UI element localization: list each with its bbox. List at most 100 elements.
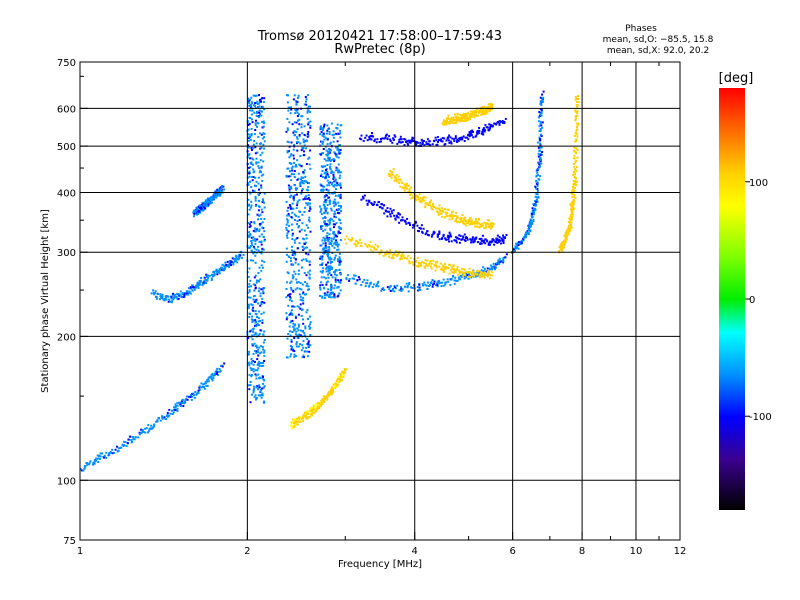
data-point: [408, 189, 411, 192]
data-point: [302, 318, 304, 321]
data-point: [318, 407, 321, 410]
data-point: [336, 286, 339, 289]
data-point: [489, 104, 492, 107]
data-point: [483, 109, 486, 112]
data-point: [448, 231, 451, 234]
data-point: [255, 157, 258, 160]
data-point: [366, 246, 369, 249]
data-point: [147, 424, 150, 427]
data-point: [457, 220, 460, 223]
data-point: [309, 120, 312, 123]
data-point: [369, 135, 372, 137]
data-point: [411, 287, 414, 289]
data-point: [249, 157, 252, 160]
data-point: [423, 262, 425, 265]
data-point: [329, 256, 332, 259]
data-point: [307, 186, 310, 189]
data-point: [486, 219, 489, 222]
data-point: [463, 268, 466, 271]
data-point: [485, 270, 488, 273]
data-point: [334, 256, 336, 259]
data-point: [258, 167, 261, 170]
data-point: [335, 208, 338, 211]
data-point: [253, 190, 256, 193]
data-point: [254, 195, 257, 198]
data-point: [572, 183, 575, 185]
data-point: [231, 257, 234, 260]
data-point: [334, 152, 337, 155]
data-point: [263, 301, 266, 304]
data-point: [368, 284, 371, 287]
data-point: [471, 129, 474, 132]
data-point: [476, 132, 479, 135]
data-point: [305, 100, 307, 103]
data-point: [190, 398, 193, 401]
data-point: [297, 273, 300, 276]
data-point: [99, 455, 102, 458]
data-point: [253, 170, 256, 173]
data-point: [332, 200, 335, 203]
data-point: [305, 274, 308, 277]
data-point: [452, 122, 455, 125]
data-point: [254, 94, 257, 97]
data-point: [325, 188, 328, 191]
x-tick-label: 10: [630, 546, 643, 557]
data-point: [459, 221, 462, 224]
data-point: [290, 286, 293, 289]
data-point: [261, 288, 264, 291]
data-point: [448, 218, 451, 221]
data-point: [84, 465, 87, 468]
data-point: [256, 369, 259, 372]
data-point: [297, 226, 300, 229]
data-point: [447, 114, 450, 117]
data-point: [489, 223, 492, 226]
data-point: [489, 123, 492, 126]
data-point: [333, 294, 336, 297]
data-point: [441, 269, 444, 272]
data-point: [329, 217, 332, 220]
data-point: [325, 249, 327, 252]
data-point: [296, 137, 299, 140]
data-point: [248, 175, 251, 178]
data-point: [289, 334, 292, 337]
data-point: [405, 141, 407, 144]
data-point: [338, 292, 341, 295]
data-point: [479, 225, 482, 228]
data-point: [321, 295, 324, 298]
data-point: [296, 220, 299, 223]
data-point: [324, 209, 327, 212]
data-point: [484, 271, 486, 274]
data-point: [306, 309, 309, 312]
data-point: [261, 321, 264, 324]
data-point: [230, 264, 232, 267]
data-point: [307, 410, 310, 413]
data-point: [327, 128, 330, 131]
data-point: [86, 463, 89, 466]
data-point: [328, 184, 331, 187]
data-point: [333, 183, 336, 186]
data-point: [438, 208, 441, 211]
data-point: [335, 385, 338, 388]
data-point: [353, 277, 356, 280]
data-point: [451, 210, 454, 213]
data-point: [297, 281, 300, 284]
data-point: [424, 266, 427, 269]
data-point: [499, 260, 502, 263]
data-point: [263, 239, 266, 242]
data-point: [461, 137, 464, 140]
data-point: [483, 241, 486, 244]
data-point: [454, 119, 457, 122]
data-point: [260, 222, 263, 225]
data-point: [263, 360, 266, 362]
data-point: [460, 114, 463, 117]
y-tick-label: 75: [63, 536, 76, 547]
data-point: [181, 398, 184, 401]
data-point: [101, 452, 104, 455]
data-point: [328, 293, 331, 296]
data-point: [261, 362, 264, 364]
data-point: [503, 120, 506, 123]
data-point: [330, 258, 333, 261]
data-point: [293, 350, 296, 353]
data-point: [471, 236, 474, 239]
data-point: [262, 121, 265, 124]
